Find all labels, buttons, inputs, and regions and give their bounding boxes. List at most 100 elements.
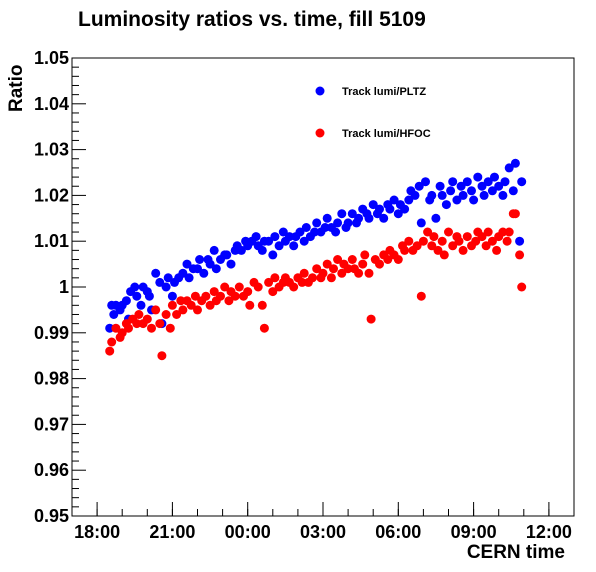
data-point [329,264,338,274]
data-point [268,287,278,297]
y-tick-label: 1.02 [34,185,69,205]
data-point [132,291,142,301]
data-point [109,310,119,319]
data-point [481,241,491,251]
data-point [393,209,403,219]
data-point [220,282,230,292]
data-point [439,250,449,260]
data-point [337,268,347,278]
data-point [253,282,263,292]
legend-label-hfoc: Track lumi/HFOC [342,128,431,140]
data-point [492,245,502,255]
data-point [190,291,200,301]
data-point [448,177,458,187]
x-axis: 18:00 21:00 00:00 03:00 06:00 09:00 12:00 [71,502,575,542]
data-point [364,213,374,223]
data-point [416,291,426,301]
data-point [134,310,144,319]
data-point [462,232,472,242]
data-point [205,259,215,269]
x-tick-label: 06:00 [375,522,421,542]
data-point [483,177,493,187]
data-point [456,181,466,191]
data-point [471,236,481,246]
data-point [236,245,246,255]
data-point [400,204,410,214]
data-point [184,273,194,283]
x-tick-label: 18:00 [74,522,120,542]
data-point [295,227,305,237]
data-point [400,245,410,255]
data-point [433,245,443,255]
data-point [176,296,186,306]
data-point [500,177,510,187]
data-point [517,177,527,187]
data-point [308,273,317,283]
legend-marker-hfoc [315,128,325,138]
y-tick-label: 1.05 [34,48,69,68]
data-point [375,204,384,214]
data-point [517,282,527,292]
data-point [343,218,353,228]
data-point [404,195,414,205]
data-points [105,158,527,361]
data-point [163,273,173,283]
data-point [441,200,451,210]
data-point [477,232,487,242]
data-point [209,245,219,255]
data-point [446,186,456,196]
data-point [121,296,131,306]
data-point [257,245,267,255]
data-point [333,255,343,264]
y-tick-label: 0.98 [34,369,69,389]
data-point [165,323,175,333]
data-point [222,250,232,260]
data-point [389,195,399,205]
data-point [234,282,244,292]
data-point [230,291,240,301]
data-point [473,172,483,182]
data-point [414,181,424,191]
legend-marker-pltz [315,86,325,96]
data-point [270,232,280,242]
data-point [364,268,374,278]
data-point [209,287,219,297]
data-point [124,323,133,333]
data-point [289,241,299,251]
data-point [312,218,322,228]
data-point [412,241,422,251]
data-point [182,259,192,269]
y-tick-label: 1.03 [34,140,69,160]
data-point [404,236,414,246]
data-point [437,236,447,246]
data-point [418,236,428,246]
data-point [193,264,202,274]
series-hfoc [105,209,527,361]
x-tick-label: 00:00 [225,522,271,542]
data-point [431,213,441,223]
data-point [132,319,142,329]
data-point [379,213,389,223]
data-point [515,250,525,260]
data-point [360,250,370,260]
data-point [504,227,514,237]
x-tick-label: 12:00 [526,522,572,542]
data-point [435,181,445,191]
data-point [416,218,426,228]
data-point [385,204,395,214]
data-point [383,255,393,264]
data-point [278,227,288,237]
data-point [142,314,152,324]
data-point [320,223,330,232]
data-point [205,300,215,310]
data-point [167,291,177,301]
data-point [462,177,472,187]
data-point [274,241,284,251]
data-point [487,186,497,196]
data-point [498,227,508,237]
y-tick-label: 1.04 [34,94,69,114]
x-tick-label: 09:00 [451,522,497,542]
y-tick-label: 0.97 [34,414,69,434]
data-point [195,255,205,264]
